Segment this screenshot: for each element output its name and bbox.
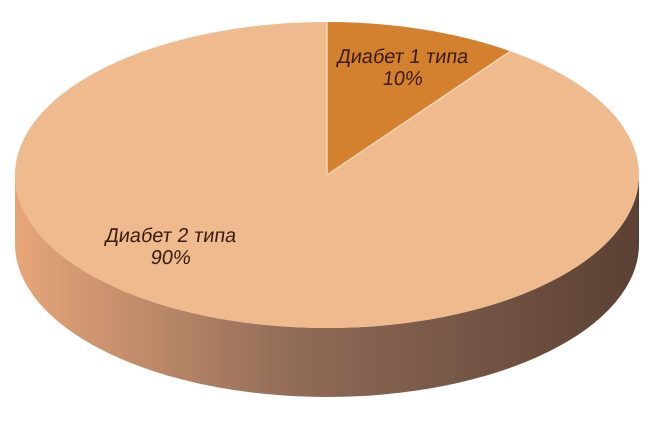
svg-text:Диабет 2 типа: Диабет 2 типа [104, 225, 239, 247]
svg-text:Диабет 1 типа: Диабет 1 типа [336, 46, 471, 68]
svg-text:10%: 10% [381, 68, 424, 90]
svg-text:90%: 90% [149, 247, 192, 269]
